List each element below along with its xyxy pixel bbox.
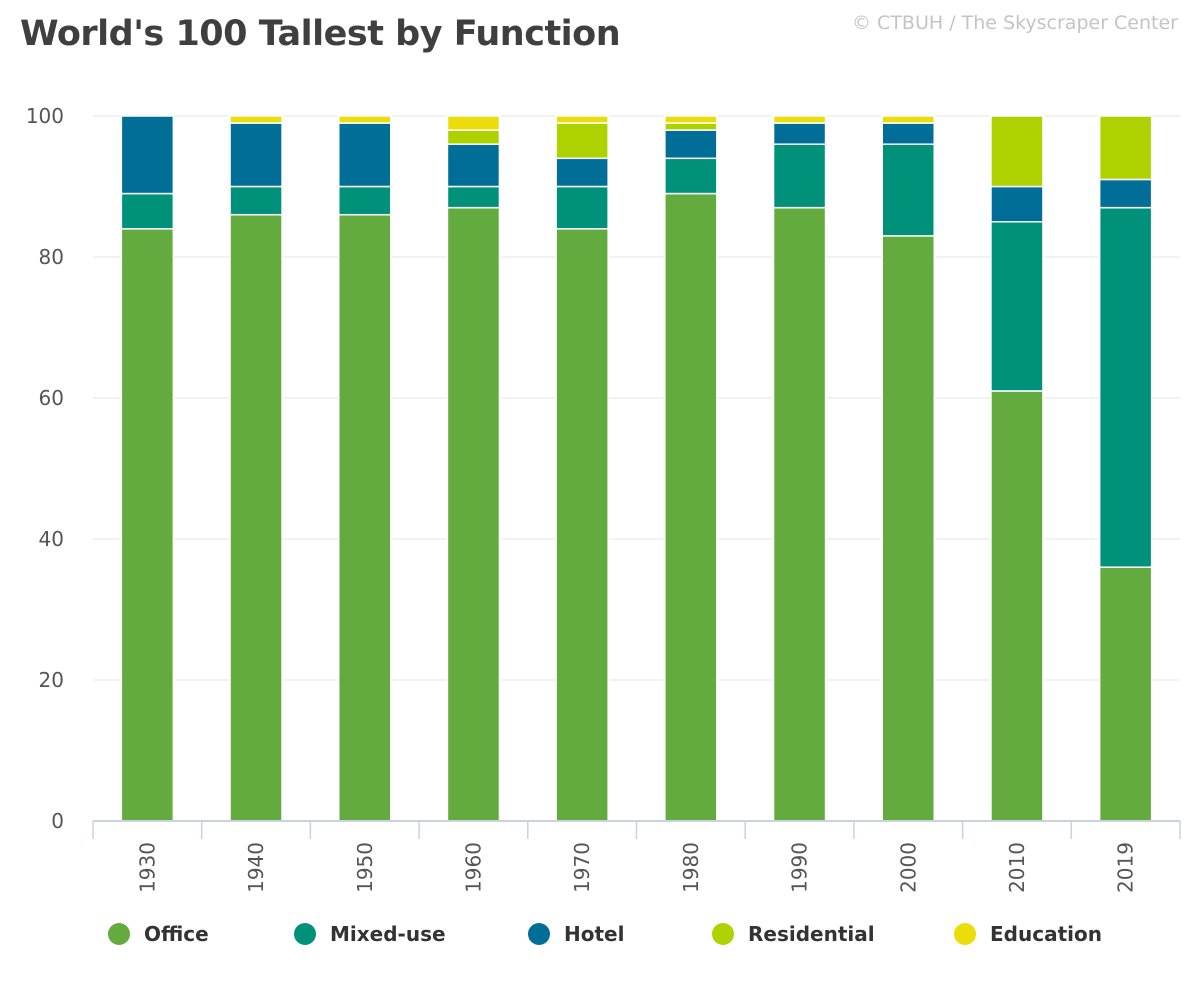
credit-link[interactable]: © CTBUH / The Skyscraper Center xyxy=(852,12,1178,34)
y-tick-label: 40 xyxy=(39,527,64,551)
bar-segment-education[interactable] xyxy=(664,115,718,124)
bar-segment-office[interactable] xyxy=(446,206,501,822)
bar-segment-office[interactable] xyxy=(229,213,283,822)
x-tick-label: 1970 xyxy=(570,842,594,893)
x-axis-labels: 1930 1940 1950 1960 1970 1980 1990 2000 2010 2019 xyxy=(135,842,1137,893)
y-tick-label: 20 xyxy=(39,668,64,692)
bar-segment-hotel[interactable] xyxy=(446,143,501,188)
x-tick-label: 1960 xyxy=(461,842,485,893)
legend-label: Mixed-use xyxy=(330,922,446,946)
chart-title: World's 100 Tallest by Function xyxy=(20,14,621,54)
bar-segment-mixed-use[interactable] xyxy=(990,221,1044,392)
legend-item-residential[interactable]: Residential xyxy=(712,922,875,946)
x-tick-label: 1980 xyxy=(679,842,703,893)
legend-label: Hotel xyxy=(564,922,625,946)
bar-segment-office[interactable] xyxy=(555,228,609,822)
legend-label: Education xyxy=(990,922,1102,946)
y-tick-label: 0 xyxy=(51,809,64,833)
bars xyxy=(120,115,1153,822)
bar-segment-office[interactable] xyxy=(1098,566,1153,822)
legend-item-education[interactable]: Education xyxy=(954,922,1102,946)
legend-dot-icon xyxy=(528,923,550,945)
bar-segment-mixed-use[interactable] xyxy=(664,157,718,195)
legend-label: Office xyxy=(144,922,209,946)
legend-label: Residential xyxy=(748,922,875,946)
bar-segment-hotel[interactable] xyxy=(120,115,175,195)
legend-dot-icon xyxy=(294,923,316,945)
x-tick-label: 2019 xyxy=(1114,842,1138,893)
bar-segment-hotel[interactable] xyxy=(772,122,827,145)
bar-segment-mixed-use[interactable] xyxy=(1098,206,1153,568)
bar-segment-education[interactable] xyxy=(229,115,283,124)
bar-segment-mixed-use[interactable] xyxy=(229,185,283,216)
bar-segment-residential[interactable] xyxy=(664,122,718,131)
bar-segment-mixed-use[interactable] xyxy=(446,185,501,209)
bar-segment-hotel[interactable] xyxy=(1098,178,1153,209)
bar-segment-education[interactable] xyxy=(446,115,501,131)
bar-segment-office[interactable] xyxy=(664,192,718,822)
x-tick-label: 2000 xyxy=(896,842,920,893)
bar-segment-office[interactable] xyxy=(990,390,1044,822)
bar-segment-hotel[interactable] xyxy=(555,157,609,188)
bar-segment-education[interactable] xyxy=(338,115,392,124)
bar-segment-education[interactable] xyxy=(881,115,935,124)
legend-dot-icon xyxy=(712,923,734,945)
bar-segment-hotel[interactable] xyxy=(990,185,1044,223)
bar-segment-education[interactable] xyxy=(772,115,827,124)
legend: Office Mixed-use Hotel Residential Education xyxy=(0,922,1200,962)
bar-segment-residential[interactable] xyxy=(555,122,609,160)
x-tick-label: 2010 xyxy=(1005,842,1029,893)
x-tick-label: 1990 xyxy=(788,842,812,893)
bar-segment-office[interactable] xyxy=(120,228,175,822)
x-tick-label: 1940 xyxy=(244,842,268,893)
bar-segment-residential[interactable] xyxy=(990,115,1044,188)
legend-item-office[interactable]: Office xyxy=(108,922,209,946)
bar-segment-hotel[interactable] xyxy=(229,122,283,188)
bar-segment-hotel[interactable] xyxy=(338,122,392,188)
legend-dot-icon xyxy=(108,923,130,945)
bar-segment-education[interactable] xyxy=(555,115,609,124)
bar-segment-hotel[interactable] xyxy=(881,122,935,145)
x-tick-label: 1930 xyxy=(135,842,159,893)
bar-segment-residential[interactable] xyxy=(1098,115,1153,181)
bar-segment-hotel[interactable] xyxy=(664,129,718,160)
legend-item-mixed-use[interactable]: Mixed-use xyxy=(294,922,446,946)
bar-segment-mixed-use[interactable] xyxy=(555,185,609,230)
bar-segment-mixed-use[interactable] xyxy=(881,143,935,237)
y-axis-labels: 0 20 40 60 80 100 xyxy=(26,104,64,833)
y-tick-label: 80 xyxy=(39,245,64,269)
y-tick-label: 100 xyxy=(26,104,64,128)
x-axis xyxy=(92,820,1181,839)
bar-segment-office[interactable] xyxy=(881,235,935,822)
bar-segment-office[interactable] xyxy=(338,213,392,822)
bar-segment-residential[interactable] xyxy=(446,129,501,145)
bar-segment-mixed-use[interactable] xyxy=(120,192,175,230)
bar-segment-office[interactable] xyxy=(772,206,827,822)
legend-dot-icon xyxy=(954,923,976,945)
y-tick-label: 60 xyxy=(39,386,64,410)
x-tick-label: 1950 xyxy=(353,842,377,893)
legend-item-hotel[interactable]: Hotel xyxy=(528,922,624,946)
bar-segment-mixed-use[interactable] xyxy=(772,143,827,209)
bar-segment-mixed-use[interactable] xyxy=(338,185,392,216)
